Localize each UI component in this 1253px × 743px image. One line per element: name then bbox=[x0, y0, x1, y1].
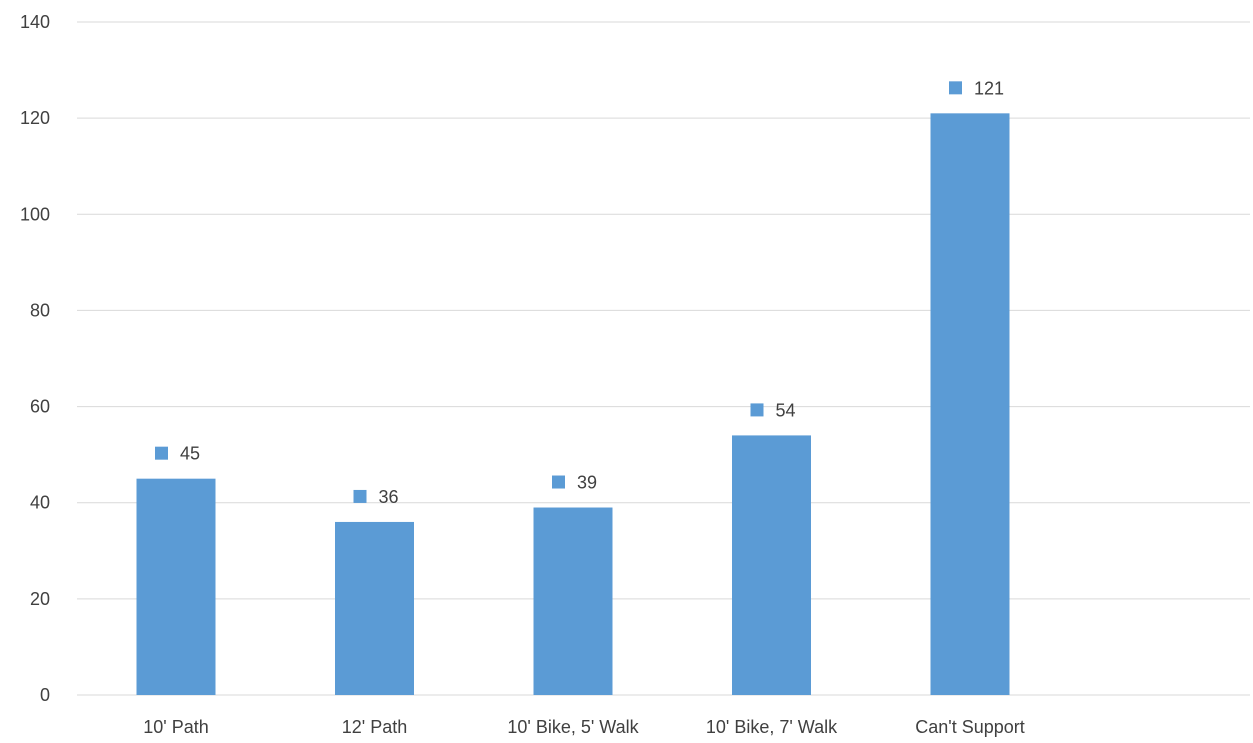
x-category-label: 10' Bike, 7' Walk bbox=[706, 717, 838, 737]
x-category-label: 10' Path bbox=[143, 717, 209, 737]
x-category-label: Can't Support bbox=[915, 717, 1025, 737]
bars bbox=[136, 113, 1010, 696]
data-label: 45 bbox=[180, 444, 200, 464]
y-tick-label: 80 bbox=[30, 300, 50, 320]
x-category-label: 12' Path bbox=[342, 717, 408, 737]
data-labels: 45 36 39 54 121 bbox=[155, 78, 1004, 507]
x-category-label: 10' Bike, 5' Walk bbox=[507, 717, 639, 737]
y-tick-label: 0 bbox=[40, 685, 50, 705]
data-label: 36 bbox=[379, 487, 399, 507]
data-label-marker bbox=[552, 475, 565, 489]
bar bbox=[335, 521, 414, 695]
y-tick-label: 40 bbox=[30, 493, 50, 513]
gridlines bbox=[77, 21, 1250, 696]
bar bbox=[136, 478, 216, 695]
data-label-marker bbox=[353, 489, 367, 503]
data-label: 121 bbox=[974, 78, 1004, 98]
y-tick-label: 20 bbox=[30, 589, 50, 609]
y-tick-label: 120 bbox=[20, 108, 50, 128]
y-axis-tick-labels: 0 20 40 60 80 100 120 140 bbox=[20, 12, 50, 705]
bar bbox=[533, 507, 613, 695]
data-label-marker bbox=[750, 403, 764, 417]
bar bbox=[930, 113, 1010, 696]
y-tick-label: 60 bbox=[30, 397, 50, 417]
y-tick-label: 100 bbox=[20, 204, 50, 224]
data-label-marker bbox=[949, 81, 962, 95]
bar bbox=[732, 435, 811, 695]
x-axis-category-labels: 10' Path 12' Path 10' Bike, 5' Walk 10' Bik… bbox=[143, 717, 1025, 737]
data-label: 39 bbox=[577, 473, 597, 493]
y-tick-label: 140 bbox=[20, 12, 50, 32]
data-label: 54 bbox=[776, 400, 796, 420]
data-label-marker bbox=[155, 446, 168, 460]
